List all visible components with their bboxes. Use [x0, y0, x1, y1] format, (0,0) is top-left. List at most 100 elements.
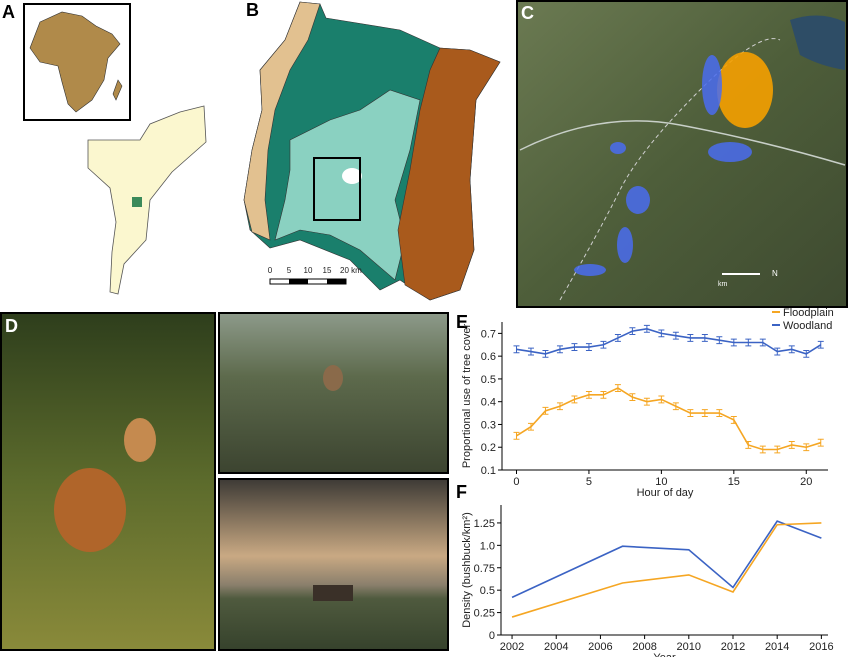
panel-label: D [5, 316, 18, 336]
x-axis-title: Hour of day [637, 487, 694, 499]
error-bar [687, 334, 694, 342]
error-bar [585, 343, 592, 351]
x-tick-label: 0 [513, 476, 519, 488]
series-line [516, 387, 821, 451]
error-bar [571, 343, 578, 351]
x-tick-label: 2006 [588, 641, 612, 653]
error-bar [759, 338, 766, 347]
panel-a: A [2, 2, 207, 295]
x-tick-label: 2016 [809, 641, 833, 653]
legend-label: Woodland [783, 320, 832, 332]
y-axis-title: Proportional use of tree cover [461, 324, 473, 469]
error-bar [585, 390, 592, 399]
mozambique-shape [87, 105, 207, 295]
error-bar [803, 443, 810, 452]
floodplain-gps [717, 52, 773, 128]
error-bar [687, 409, 694, 417]
y-tick-label: 1.0 [480, 540, 495, 552]
error-bar [774, 445, 781, 454]
x-tick-label: 20 [800, 476, 812, 488]
y-tick-label: 1.25 [474, 518, 495, 530]
panel-label: C [521, 3, 534, 23]
error-bar [716, 336, 723, 345]
x-tick-label: 5 [586, 476, 592, 488]
y-tick-label: 0 [489, 630, 495, 642]
error-bar [803, 349, 810, 358]
y-axis-title: Density (bushbuck/km²) [461, 512, 473, 628]
scale-segment [327, 279, 346, 284]
series-line [516, 328, 822, 355]
map-floodplain [274, 89, 421, 281]
study-box [313, 157, 361, 221]
woodland-gps [610, 142, 626, 154]
error-bar [542, 406, 549, 415]
map-escarpment [397, 47, 501, 301]
north-arrow: N [772, 269, 778, 278]
y-tick-label: 0.1 [481, 465, 496, 477]
error-bar [513, 345, 520, 354]
panel-label: E [456, 312, 468, 332]
woodland-gps [574, 264, 606, 276]
error-bar [672, 402, 679, 411]
error-bar [672, 331, 679, 340]
error-bar [788, 441, 795, 449]
error-bar [614, 384, 621, 392]
scale-label: km [718, 281, 728, 288]
panel-b: 0 5 10 15 20 km B [243, 0, 501, 301]
y-tick-label: 0.25 [474, 608, 495, 620]
x-tick-label: 2004 [544, 641, 568, 653]
bushbuck [54, 468, 126, 552]
x-tick-label: 2012 [721, 641, 745, 653]
x-tick-label: 15 [728, 476, 740, 488]
y-tick-label: 0.5 [481, 374, 496, 386]
y-tick-label: 0.6 [481, 351, 496, 363]
error-bar [527, 347, 534, 356]
error-bar [556, 402, 563, 411]
error-bar [745, 441, 752, 449]
series-line [511, 520, 822, 599]
bushbuck [313, 585, 353, 601]
error-bar [759, 445, 766, 454]
lake [790, 15, 845, 71]
error-bar [614, 334, 621, 342]
error-bar [745, 338, 752, 347]
error-bar [542, 349, 549, 358]
error-bar [527, 422, 534, 431]
photo-bushbuck-plain [218, 478, 449, 651]
study-area [132, 197, 142, 207]
y-tick-label: 0.4 [481, 397, 496, 409]
panel-c: km N C [516, 0, 848, 308]
error-bar [658, 329, 665, 338]
road [559, 38, 781, 301]
scale-label: 0 [268, 266, 273, 275]
africa-shape [29, 11, 121, 113]
error-bar [774, 347, 781, 356]
error-bar [513, 431, 520, 440]
legend-label: Floodplain [783, 307, 834, 319]
scale-segment [289, 279, 308, 284]
error-bar [556, 345, 563, 354]
error-bar [701, 409, 708, 417]
error-bar [817, 340, 824, 349]
x-tick-label: 2008 [632, 641, 656, 653]
y-tick-label: 0.3 [481, 419, 496, 431]
series-line [511, 522, 822, 618]
bushbuck-head [323, 365, 343, 391]
woodland-gps [617, 227, 633, 263]
scale-label: 15 [323, 266, 332, 275]
y-tick-label: 0.2 [481, 442, 496, 454]
error-bar [658, 395, 665, 404]
error-bar [600, 340, 607, 349]
boundary [519, 120, 846, 166]
error-bar [730, 415, 737, 424]
error-bar [788, 345, 795, 354]
scale-label: 20 km [340, 266, 362, 275]
error-bar [643, 397, 650, 406]
bushbuck-head [124, 418, 156, 462]
woodland-gps [708, 142, 752, 162]
x-tick-label: 2010 [677, 641, 701, 653]
map-upland [243, 1, 321, 241]
map-lake [342, 168, 362, 184]
panel-label: A [2, 2, 15, 22]
error-bar [600, 390, 607, 399]
